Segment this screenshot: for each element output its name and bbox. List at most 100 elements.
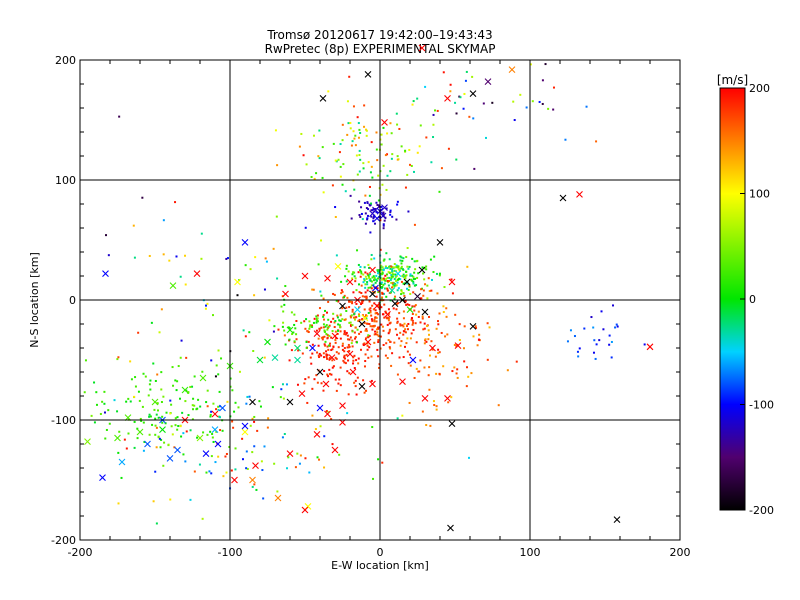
data-point-cross (448, 420, 456, 427)
data-point (364, 337, 367, 340)
data-point (298, 145, 301, 148)
data-point (323, 369, 326, 372)
data-point (404, 186, 407, 189)
data-point (413, 305, 416, 308)
data-point (368, 194, 371, 197)
data-point (365, 129, 368, 132)
data-point (415, 341, 418, 344)
data-point (369, 311, 372, 314)
data-point (321, 338, 324, 341)
data-point (401, 268, 404, 271)
data-point (414, 304, 417, 307)
data-point (176, 380, 179, 383)
data-point (466, 265, 469, 268)
data-point (389, 170, 392, 173)
data-point (212, 402, 215, 405)
data-point (400, 340, 403, 343)
data-point (349, 315, 352, 318)
data-point (143, 440, 146, 443)
data-point (384, 279, 387, 282)
data-point (389, 278, 392, 281)
data-point (406, 303, 409, 306)
data-point (322, 352, 325, 355)
data-point (328, 324, 331, 327)
data-point (344, 190, 347, 193)
data-point (218, 390, 221, 393)
data-point (364, 291, 367, 294)
data-point (271, 386, 274, 389)
data-point (380, 286, 383, 289)
data-point (595, 140, 598, 143)
data-point (343, 294, 346, 297)
data-point (234, 468, 237, 471)
data-point (365, 297, 368, 300)
data-point (396, 200, 399, 203)
data-point (305, 340, 308, 343)
data-point (383, 258, 386, 261)
data-point (402, 317, 405, 320)
data-point (404, 149, 407, 152)
data-point (364, 314, 367, 317)
data-point (356, 249, 359, 252)
data-point (322, 297, 325, 300)
data-point (427, 338, 430, 341)
data-point (365, 328, 368, 331)
data-point-cross (249, 476, 256, 484)
data-point (283, 303, 286, 306)
data-point (374, 278, 377, 281)
data-point (413, 223, 416, 226)
data-point (615, 323, 618, 326)
data-point (404, 275, 407, 278)
data-point (403, 322, 406, 325)
data-point (217, 455, 220, 458)
data-point (372, 308, 375, 311)
data-point (387, 270, 390, 273)
data-point-cross (234, 278, 241, 286)
data-point (364, 286, 367, 289)
data-point (378, 326, 381, 329)
data-point (383, 303, 386, 306)
data-point (103, 411, 106, 414)
data-point (359, 275, 362, 278)
data-point (309, 324, 312, 327)
data-point (357, 319, 360, 322)
data-point (423, 267, 426, 270)
data-point-cross (331, 332, 339, 340)
data-point (349, 121, 352, 124)
data-point (463, 360, 466, 363)
data-point (368, 346, 371, 349)
data-point (351, 277, 354, 280)
data-point (315, 374, 318, 377)
data-point (379, 347, 382, 350)
data-point (154, 424, 157, 427)
data-point (170, 425, 173, 428)
data-point (350, 144, 353, 147)
data-point (274, 129, 277, 132)
data-point (265, 260, 268, 263)
data-point (400, 265, 403, 268)
data-point (232, 426, 235, 429)
data-point (412, 291, 415, 294)
data-point (384, 154, 387, 157)
data-point (363, 308, 366, 311)
data-point (228, 446, 231, 449)
data-point (340, 280, 343, 283)
data-point (370, 314, 373, 317)
data-point (370, 355, 373, 358)
data-point (309, 356, 312, 359)
data-point (396, 333, 399, 336)
data-point (398, 356, 401, 359)
data-point (433, 404, 436, 407)
data-point (375, 131, 378, 134)
data-point (302, 154, 305, 157)
data-point (324, 340, 327, 343)
data-point (387, 332, 390, 335)
data-point (372, 477, 375, 480)
data-point-cross (309, 344, 316, 352)
data-point (347, 346, 350, 349)
data-point-cross (421, 395, 429, 402)
data-point (154, 379, 157, 382)
data-point (552, 86, 555, 89)
data-point (360, 272, 363, 275)
data-point (398, 268, 401, 271)
